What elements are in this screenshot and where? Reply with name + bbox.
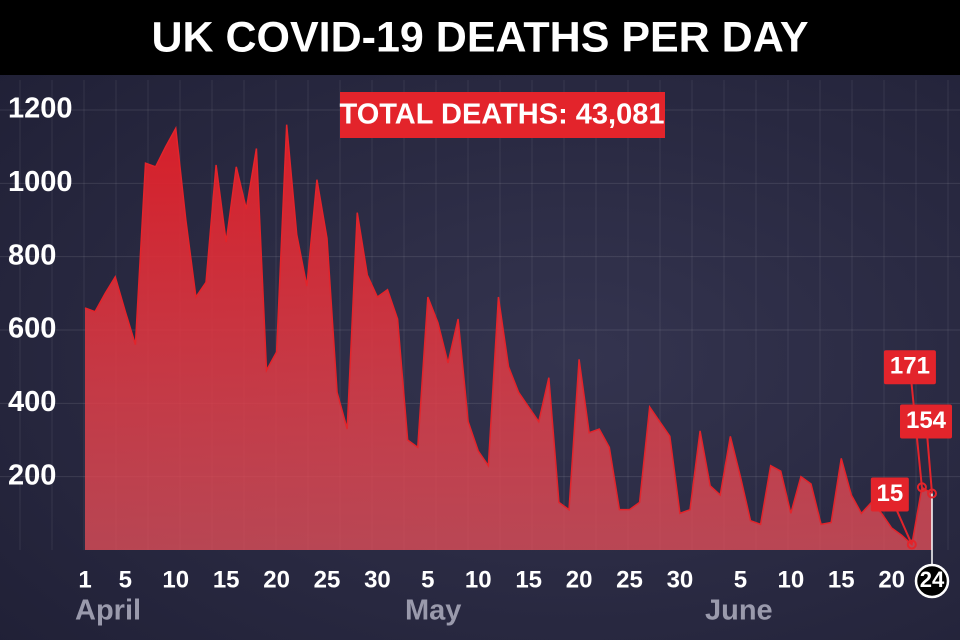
- y-tick-label: 800: [8, 239, 56, 271]
- x-tick-label: 5: [734, 566, 747, 593]
- annotation-box: [340, 92, 665, 138]
- x-tick-label: 30: [667, 566, 694, 593]
- chart-title: UK COVID-19 DEATHS PER DAY: [151, 13, 808, 61]
- x-tick-label: 5: [421, 566, 434, 593]
- x-tick-label: 20: [566, 566, 593, 593]
- x-tick-label: 15: [213, 566, 240, 593]
- x-tick-label: 15: [828, 566, 855, 593]
- annotation: TOTAL DEATHS: 43,081: [340, 99, 665, 131]
- x-tick-label: 30: [364, 566, 391, 593]
- month-label: June: [705, 595, 773, 627]
- x-tick-label: 5: [119, 566, 132, 593]
- x-tick-label: 10: [465, 566, 492, 593]
- header: [0, 0, 960, 75]
- line: [84, 124, 933, 546]
- data-label-box: [883, 350, 936, 385]
- y-tick-label: 400: [8, 386, 56, 418]
- x-tick-circle: [914, 563, 950, 599]
- month-label: May: [405, 595, 461, 627]
- x-tick-label: 25: [314, 566, 341, 593]
- y-tick-label: 1200: [8, 93, 73, 125]
- y-tick-label: 1000: [8, 166, 73, 198]
- data-label-box: [870, 477, 909, 512]
- x-tick-label: 1: [78, 566, 91, 593]
- x-tick-label: 10: [777, 566, 804, 593]
- y-tick-label: 200: [8, 459, 56, 491]
- x-tick-label: 24: [920, 567, 945, 592]
- month-label: April: [75, 595, 141, 627]
- data-label: 171: [890, 353, 930, 380]
- point: [916, 482, 927, 493]
- x-tick-label: 20: [878, 566, 905, 593]
- data-label: 15: [876, 480, 903, 507]
- data-label: 154: [906, 407, 947, 434]
- area: [85, 124, 932, 551]
- point: [906, 539, 917, 550]
- x-tick-label: 10: [162, 566, 189, 593]
- data-label-box: [900, 404, 952, 439]
- y-tick-label: 600: [8, 313, 56, 345]
- point: [927, 488, 937, 499]
- x-tick-label: 25: [616, 566, 643, 593]
- x-tick-label: 15: [515, 566, 542, 593]
- x-tick-label: 20: [263, 566, 290, 593]
